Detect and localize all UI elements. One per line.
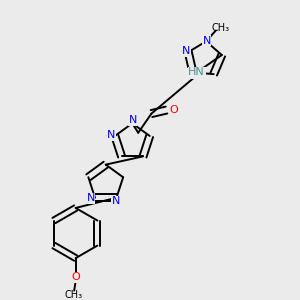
Text: CH₃: CH₃ bbox=[212, 22, 230, 32]
Text: HN: HN bbox=[188, 67, 205, 77]
Text: N: N bbox=[86, 193, 95, 203]
Text: N: N bbox=[112, 196, 120, 206]
Text: N: N bbox=[182, 46, 190, 56]
Text: N: N bbox=[202, 36, 211, 46]
Text: CH₃: CH₃ bbox=[64, 290, 83, 300]
Text: N: N bbox=[107, 130, 116, 140]
Text: N: N bbox=[128, 116, 137, 125]
Text: O: O bbox=[169, 105, 178, 115]
Text: N: N bbox=[186, 68, 195, 78]
Text: O: O bbox=[71, 272, 80, 282]
